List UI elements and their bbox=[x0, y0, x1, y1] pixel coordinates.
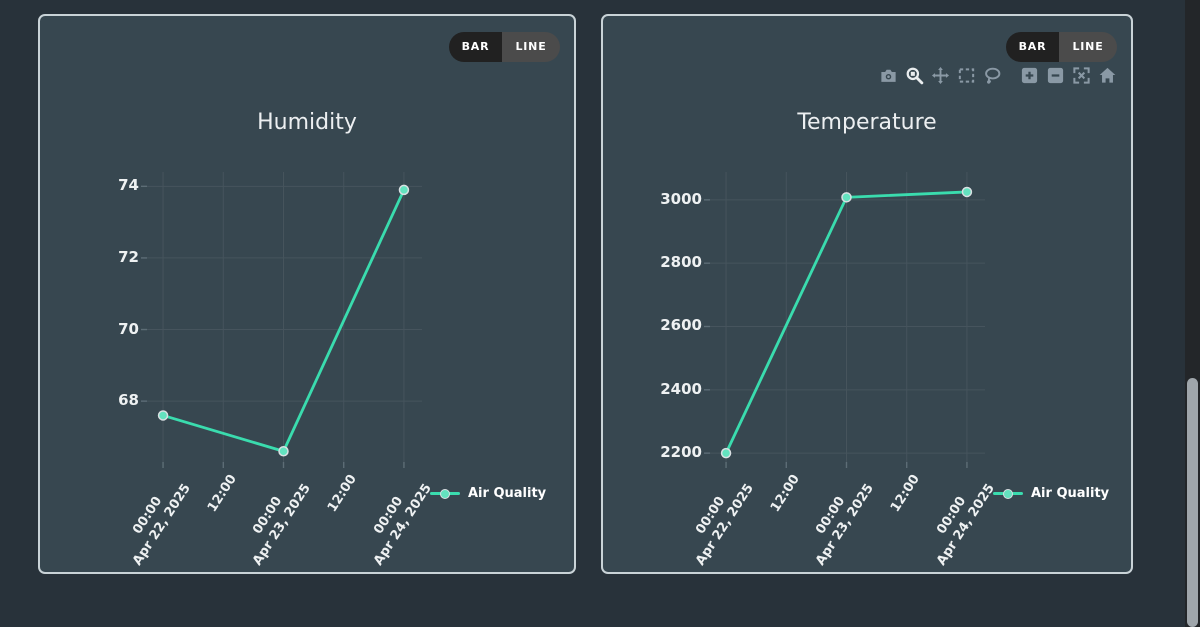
legend-marker-dot bbox=[1003, 488, 1013, 499]
legend-line-swatch bbox=[430, 488, 460, 499]
data-point[interactable] bbox=[278, 446, 289, 457]
camera-icon[interactable] bbox=[879, 66, 898, 85]
data-point[interactable] bbox=[398, 184, 410, 196]
data-point[interactable] bbox=[720, 447, 732, 459]
box-select-icon[interactable] bbox=[957, 66, 976, 85]
chart-type-toggle: BAR LINE bbox=[1006, 32, 1117, 62]
chart-title: Humidity bbox=[257, 110, 357, 135]
bar-toggle-button[interactable]: BAR bbox=[449, 32, 502, 62]
legend-line-swatch bbox=[993, 488, 1023, 499]
plot-modebar bbox=[879, 66, 1117, 85]
home-icon[interactable] bbox=[1098, 66, 1117, 85]
y-tick-label: 74 bbox=[118, 176, 139, 195]
zoom-out-icon[interactable] bbox=[1046, 66, 1065, 85]
chart-title: Temperature bbox=[797, 110, 937, 135]
legend-label: Air Quality bbox=[1031, 486, 1110, 501]
pan-icon[interactable] bbox=[931, 66, 950, 85]
plot-area bbox=[704, 172, 985, 468]
line-toggle-button[interactable]: LINE bbox=[502, 32, 560, 62]
plot-area bbox=[141, 172, 422, 468]
y-tick-label: 2600 bbox=[660, 316, 702, 335]
temperature-panel: BAR LINE Temperature Air Quality 00:00 Ap… bbox=[601, 14, 1133, 574]
y-tick-label: 2200 bbox=[660, 443, 702, 462]
legend-marker-dot bbox=[440, 488, 450, 499]
y-tick-label: 3000 bbox=[660, 189, 702, 208]
page-scrollbar-track[interactable] bbox=[1185, 0, 1200, 627]
y-tick-label: 68 bbox=[118, 391, 139, 410]
line-toggle-button[interactable]: LINE bbox=[1059, 32, 1117, 62]
data-point[interactable] bbox=[841, 192, 852, 203]
bar-toggle-button[interactable]: BAR bbox=[1006, 32, 1059, 62]
autoscale-icon[interactable] bbox=[1072, 66, 1091, 85]
data-point[interactable] bbox=[961, 186, 973, 198]
zoom-in-icon[interactable] bbox=[1020, 66, 1039, 85]
legend-label: Air Quality bbox=[468, 486, 547, 501]
y-tick-label: 70 bbox=[118, 319, 139, 338]
lasso-icon[interactable] bbox=[983, 66, 1002, 85]
legend-item[interactable]: Air Quality bbox=[430, 486, 546, 501]
legend-item[interactable]: Air Quality bbox=[993, 486, 1109, 501]
y-tick-label: 72 bbox=[118, 247, 139, 266]
y-tick-label: 2800 bbox=[660, 253, 702, 272]
humidity-panel: BAR LINE Humidity Air Quality 00:00 Apr 2… bbox=[38, 14, 576, 574]
y-tick-label: 2400 bbox=[660, 379, 702, 398]
zoom-icon[interactable] bbox=[905, 66, 924, 85]
data-point[interactable] bbox=[157, 410, 169, 421]
chart-type-toggle: BAR LINE bbox=[449, 32, 560, 62]
page-scrollbar-thumb[interactable] bbox=[1187, 378, 1198, 627]
